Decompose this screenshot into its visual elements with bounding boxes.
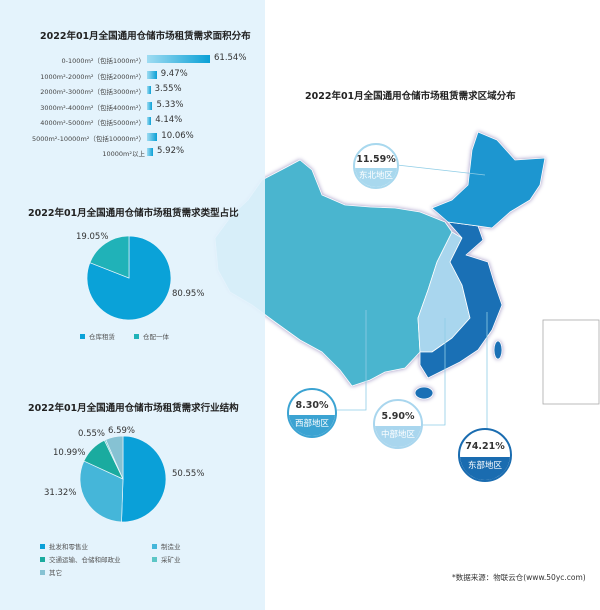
legend-swatch (80, 333, 85, 339)
bar-row: 1000m²-2000m²（包括2000m²） 9.47% (0, 69, 265, 81)
region-name: 中部地区 (375, 426, 421, 447)
bar-value-label: 3.55% (154, 84, 182, 94)
bar-value-label: 5.92% (157, 146, 185, 156)
bar-row: 0-1000m²（包括1000m²） 61.54% (0, 53, 265, 65)
legend-swatch (40, 569, 45, 575)
pie-slice (79, 460, 124, 523)
region-share: 8.30% (295, 400, 329, 411)
bar-category-label: 0-1000m²（包括1000m²） (61, 57, 145, 65)
legend-item: 批发和零售业 (40, 541, 88, 551)
pie-slice (121, 435, 167, 523)
bar-value-label: 9.47% (160, 68, 188, 79)
legend-label: 仓库租赁 (89, 333, 115, 341)
taiwan (493, 340, 503, 360)
type-pie-chart (79, 235, 172, 523)
bar-value-label: 10.06% (161, 130, 194, 141)
region-bubble: 11.59% 东北地区 (353, 143, 399, 189)
legend-item: 其它 (40, 567, 62, 577)
region-name: 东部地区 (460, 457, 510, 480)
region-name: 东北地区 (355, 167, 397, 187)
pie-slice-label: 50.55% (172, 469, 205, 479)
pie-slice (89, 235, 130, 279)
bar-row: 5000m²-10000m²（包括10000m²） 10.06% (0, 131, 265, 143)
legend-label: 制造业 (161, 543, 181, 551)
region-northeast (431, 131, 546, 229)
legend-swatch (152, 556, 157, 562)
legend-item: 采矿业 (152, 554, 181, 564)
region-east-hainan (414, 386, 434, 400)
bar-category-label: 3000m²-4000m²（包括4000m²） (40, 103, 145, 112)
pie-slice-label: 6.59% (108, 426, 136, 436)
pie-slice (105, 435, 124, 480)
bar-row: 3000m²-4000m²（包括4000m²） 5.33% (0, 100, 265, 112)
region-east (419, 221, 503, 379)
bar (147, 148, 154, 156)
pie-slice-label: 10.99% (53, 448, 86, 458)
legend-item: 制造业 (152, 541, 181, 551)
bar-row: 2000m²-3000m²（包括3000m²） 3.55% (0, 84, 265, 96)
legend-label: 仓配一体 (143, 333, 169, 341)
legend-swatch (40, 543, 45, 549)
legend-swatch (152, 543, 157, 549)
legend-label: 批发和零售业 (49, 543, 88, 551)
legend-label: 其它 (49, 569, 62, 577)
pie-slice (86, 235, 172, 321)
bar-value-label: 5.33% (156, 99, 184, 110)
bar (147, 132, 158, 141)
legend-label: 采矿业 (161, 556, 181, 564)
legend-item: 仓配一体 (134, 331, 169, 341)
bar-value-label: 4.14% (155, 115, 183, 125)
bar (147, 117, 152, 125)
region-share: 74.21% (465, 440, 505, 452)
legend-item: 仓库租赁 (80, 331, 115, 341)
type-chart-title: 2022年01月全国通用仓储市场租赁需求类型占比 (28, 208, 239, 219)
bar-category-label: 10000m²以上 (102, 150, 145, 158)
bar-row: 10000m²以上 5.92% (0, 146, 265, 158)
map-title: 2022年01月全国通用仓储市场租赁需求区域分布 (305, 91, 516, 102)
bar-category-label: 1000m²-2000m²（包括2000m²） (40, 72, 145, 81)
bar (147, 101, 153, 110)
left-panel: 2022年01月全国通用仓储市场租赁需求面积分布 0-1000m²（包括1000… (0, 0, 265, 610)
region-share: 5.90% (381, 411, 415, 422)
pie-slice-label: 19.05% (76, 232, 109, 242)
bar (147, 86, 151, 94)
industry-pie-chart (79, 435, 167, 523)
bar (147, 70, 157, 79)
region-name: 西部地区 (289, 415, 335, 436)
area-chart-title: 2022年01月全国通用仓储市场租赁需求面积分布 (40, 31, 251, 42)
industry-chart-title: 2022年01月全国通用仓储市场租赁需求行业结构 (28, 403, 239, 414)
bar (147, 55, 210, 63)
region-share: 11.59% (356, 154, 396, 166)
legend-swatch (134, 333, 139, 339)
legend-label: 交通运输、仓储和邮政业 (49, 556, 121, 564)
region-bubble: 8.30% 西部地区 (287, 388, 337, 438)
bar-value-label: 61.54% (214, 53, 247, 63)
south-china-sea-inset (542, 319, 600, 405)
bar-category-label: 2000m²-3000m²（包括3000m²） (40, 88, 145, 96)
region-bubble: 5.90% 中部地区 (373, 399, 423, 449)
pie-slice-label: 31.32% (44, 488, 77, 498)
legend-item: 交通运输、仓储和邮政业 (40, 554, 121, 564)
bar-category-label: 4000m²-5000m²（包括5000m²） (40, 119, 145, 127)
bar-row: 4000m²-5000m²（包括5000m²） 4.14% (0, 115, 265, 127)
data-source: *数据来源：物联云仓(www.50yc.com) (452, 573, 586, 582)
bar-category-label: 5000m²-10000m²（包括10000m²） (31, 134, 145, 143)
region-bubble: 74.21% 东部地区 (458, 428, 512, 482)
legend-swatch (40, 556, 45, 562)
pie-slice-label: 0.55% (78, 429, 106, 439)
pie-slice-label: 80.95% (172, 289, 205, 299)
